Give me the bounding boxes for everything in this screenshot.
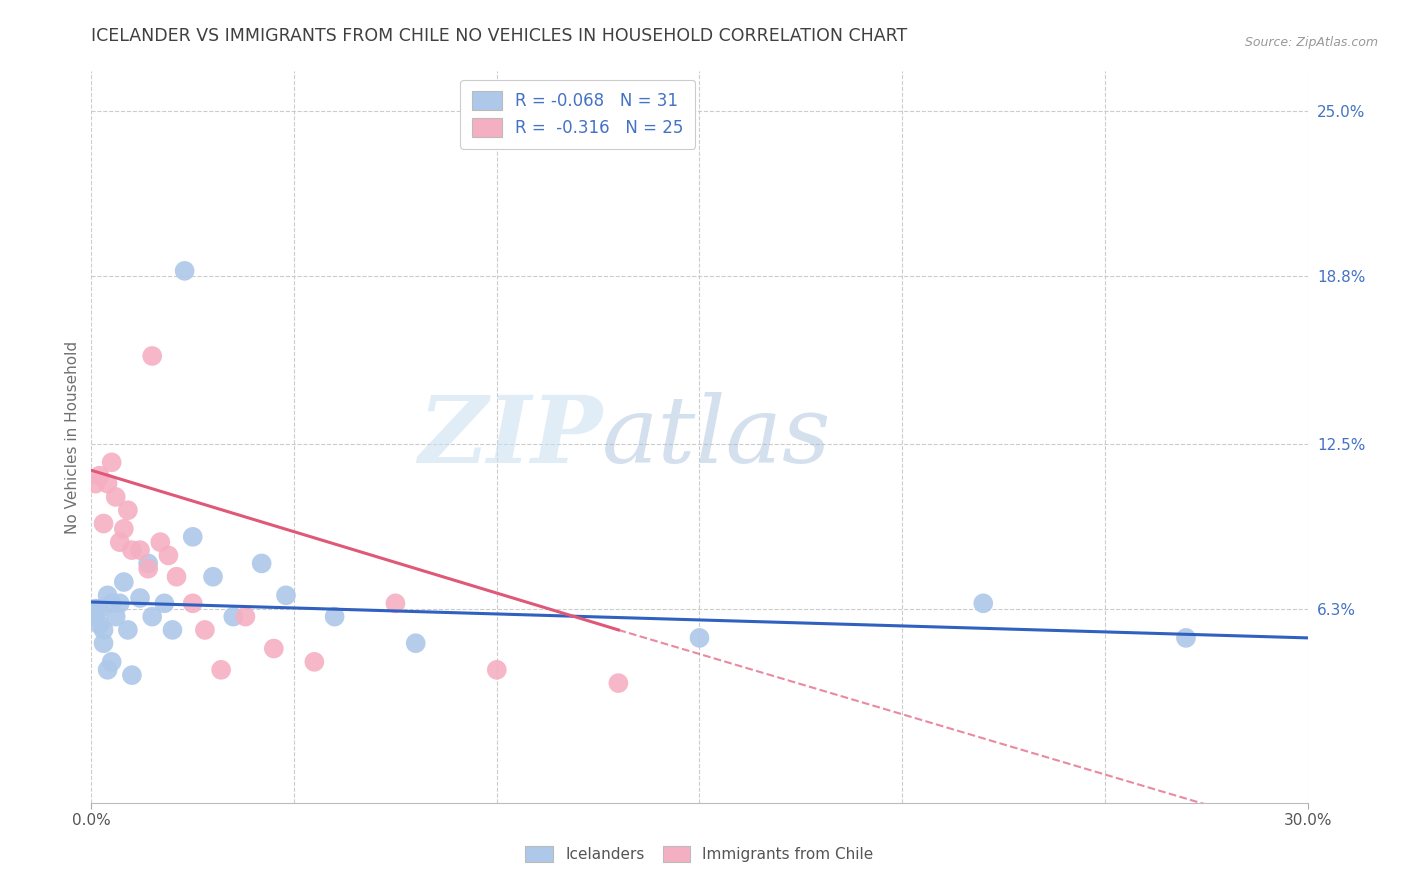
Point [121, 543, 143, 558]
Point [93, 623, 115, 637]
Text: atlas: atlas [602, 392, 832, 482]
Point [121, 668, 143, 682]
Point [209, 663, 232, 677]
Point [89, 617, 111, 632]
Point [384, 596, 406, 610]
Point [222, 609, 245, 624]
Point [108, 535, 131, 549]
Point [304, 655, 326, 669]
Point [149, 535, 172, 549]
Point [153, 596, 176, 610]
Point [84, 609, 107, 624]
Point [1175, 631, 1198, 645]
Point [485, 663, 508, 677]
Point [93, 636, 115, 650]
Point [250, 557, 273, 571]
Point [235, 609, 257, 624]
Point [136, 562, 159, 576]
Point [323, 609, 346, 624]
Point [166, 570, 188, 584]
Point [194, 623, 217, 637]
Point [202, 570, 225, 584]
Point [972, 596, 994, 610]
Point [129, 543, 152, 558]
Point [117, 623, 139, 637]
Y-axis label: No Vehicles in Household: No Vehicles in Household [65, 341, 80, 533]
Point [93, 516, 115, 531]
Point [117, 503, 139, 517]
Point [141, 609, 163, 624]
Text: Source: ZipAtlas.com: Source: ZipAtlas.com [1244, 36, 1378, 49]
Point [104, 490, 127, 504]
Point [100, 655, 122, 669]
Point [157, 549, 180, 563]
Point [263, 641, 285, 656]
Point [274, 588, 297, 602]
Point [100, 455, 122, 469]
Point [136, 557, 159, 571]
Point [97, 663, 120, 677]
Point [100, 596, 122, 610]
Point [104, 609, 127, 624]
Point [141, 349, 163, 363]
Point [181, 530, 204, 544]
Point [108, 596, 131, 610]
Point [162, 623, 184, 637]
Point [112, 575, 135, 590]
Point [97, 476, 120, 491]
Point [181, 596, 204, 610]
Point [173, 264, 195, 278]
Point [405, 636, 427, 650]
Point [129, 591, 152, 605]
Text: ZIP: ZIP [418, 392, 602, 482]
Point [89, 468, 111, 483]
Point [607, 676, 630, 690]
Point [112, 522, 135, 536]
Text: ICELANDER VS IMMIGRANTS FROM CHILE NO VEHICLES IN HOUSEHOLD CORRELATION CHART: ICELANDER VS IMMIGRANTS FROM CHILE NO VE… [91, 27, 908, 45]
Point [688, 631, 710, 645]
Point [89, 601, 111, 615]
Point [97, 588, 120, 602]
Legend: Icelanders, Immigrants from Chile: Icelanders, Immigrants from Chile [519, 839, 880, 868]
Point [84, 601, 107, 615]
Point [84, 476, 107, 491]
